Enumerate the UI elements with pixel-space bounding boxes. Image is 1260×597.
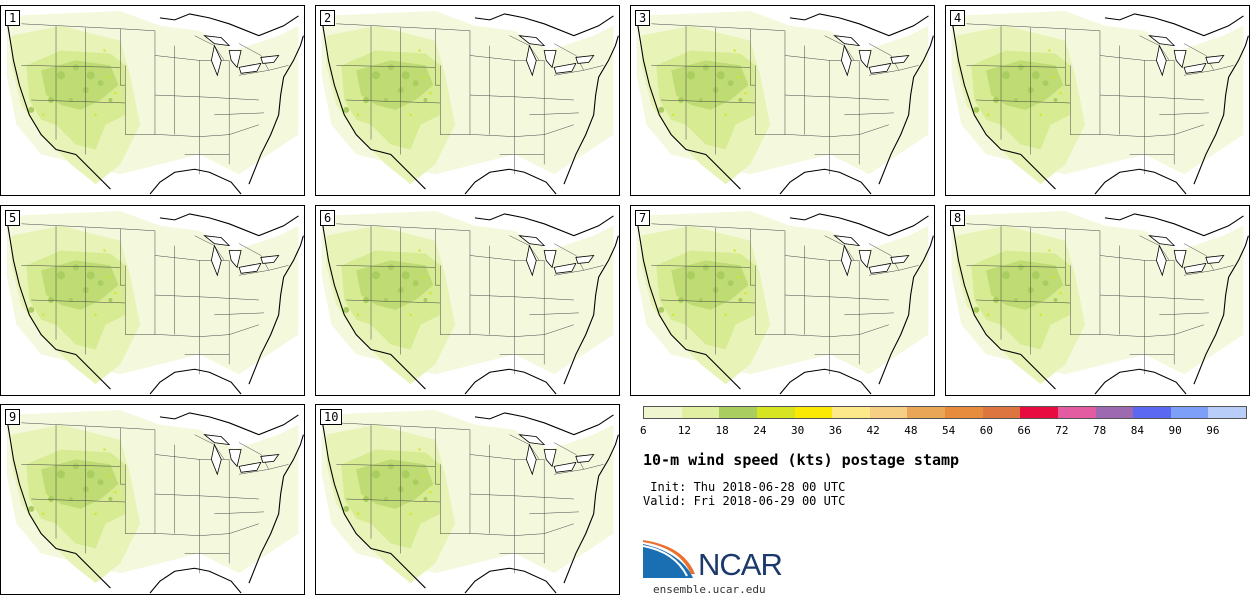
colorbar-tick: 42	[866, 424, 880, 437]
colorbar-segment	[719, 407, 757, 418]
wind-speed-map	[946, 6, 1249, 195]
ensemble-member-panel-9: 9	[0, 404, 305, 595]
wind-speed-map	[946, 206, 1249, 395]
colorbar-tick: 6	[640, 424, 647, 437]
ncar-logo-swoosh-icon	[643, 540, 695, 578]
colorbar-segment	[945, 407, 983, 418]
colorbar-segment	[644, 407, 682, 418]
colorbar-segment	[1020, 407, 1058, 418]
colorbar-tick: 36	[828, 424, 842, 437]
colorbar-segment	[681, 407, 720, 418]
valid-time: Valid: Fri 2018-06-29 00 UTC	[643, 494, 846, 508]
colorbar-segment	[982, 407, 1021, 418]
wind-speed-map	[316, 405, 619, 594]
colorbar-tick-labels: 6 12 18 24 30 36 42 48 54 60 66 72 78 84 90 96	[640, 424, 1247, 438]
colorbar-tick: 54	[942, 424, 956, 437]
ensemble-member-panel-1: 1	[0, 5, 305, 196]
colorbar-tick: 48	[904, 424, 918, 437]
ensemble-member-panel-7: 7	[630, 205, 935, 396]
member-number-label: 4	[950, 10, 966, 26]
member-number-label: 10	[320, 409, 343, 425]
wind-speed-map	[316, 206, 619, 395]
member-number-label: 5	[5, 210, 21, 226]
wind-speed-map	[631, 6, 934, 195]
ncar-logo-text: NCAR	[698, 547, 783, 582]
colorbar-tick: 18	[715, 424, 729, 437]
ensemble-member-panel-4: 4	[945, 5, 1250, 196]
ensemble-member-panel-5: 5	[0, 205, 305, 396]
member-number-label: 3	[635, 10, 651, 26]
site-url: ensemble.ucar.edu	[653, 583, 766, 596]
colorbar-tick: 96	[1206, 424, 1220, 437]
colorbar-segment	[832, 407, 870, 418]
member-number-label: 7	[635, 210, 651, 226]
init-time: Init: Thu 2018-06-28 00 UTC	[643, 480, 846, 494]
colorbar-tick: 30	[791, 424, 805, 437]
colorbar-tick: 60	[979, 424, 993, 437]
ensemble-member-panel-3: 3	[630, 5, 935, 196]
colorbar-segment	[1057, 407, 1096, 418]
colorbar-segment	[756, 407, 795, 418]
wind-speed-map	[1, 6, 304, 195]
colorbar-segment	[794, 407, 833, 418]
colorbar-segment	[1208, 407, 1246, 418]
wind-speed-colorbar	[643, 406, 1247, 419]
member-number-label: 6	[320, 210, 336, 226]
ensemble-member-panel-2: 2	[315, 5, 620, 196]
colorbar-tick: 72	[1055, 424, 1069, 437]
colorbar-segment	[869, 407, 908, 418]
colorbar-segment	[1095, 407, 1134, 418]
colorbar-tick: 12	[677, 424, 691, 437]
colorbar-tick: 84	[1130, 424, 1144, 437]
ensemble-member-panel-8: 8	[945, 205, 1250, 396]
colorbar-tick: 24	[753, 424, 767, 437]
colorbar-tick: 90	[1168, 424, 1182, 437]
colorbar-segment	[907, 407, 945, 418]
member-number-label: 1	[5, 10, 21, 26]
plot-title: 10-m wind speed (kts) postage stamp	[643, 451, 960, 469]
wind-speed-map	[1, 206, 304, 395]
member-number-label: 8	[950, 210, 966, 226]
ensemble-member-panel-6: 6	[315, 205, 620, 396]
colorbar-tick: 66	[1017, 424, 1031, 437]
member-number-label: 2	[320, 10, 336, 26]
member-number-label: 9	[5, 409, 21, 425]
wind-speed-map	[1, 405, 304, 594]
colorbar-segment	[1133, 407, 1171, 418]
colorbar-tick: 78	[1093, 424, 1107, 437]
wind-speed-map	[316, 6, 619, 195]
wind-speed-map	[631, 206, 934, 395]
ensemble-member-panel-10: 10	[315, 404, 620, 595]
colorbar-segment	[1170, 407, 1209, 418]
